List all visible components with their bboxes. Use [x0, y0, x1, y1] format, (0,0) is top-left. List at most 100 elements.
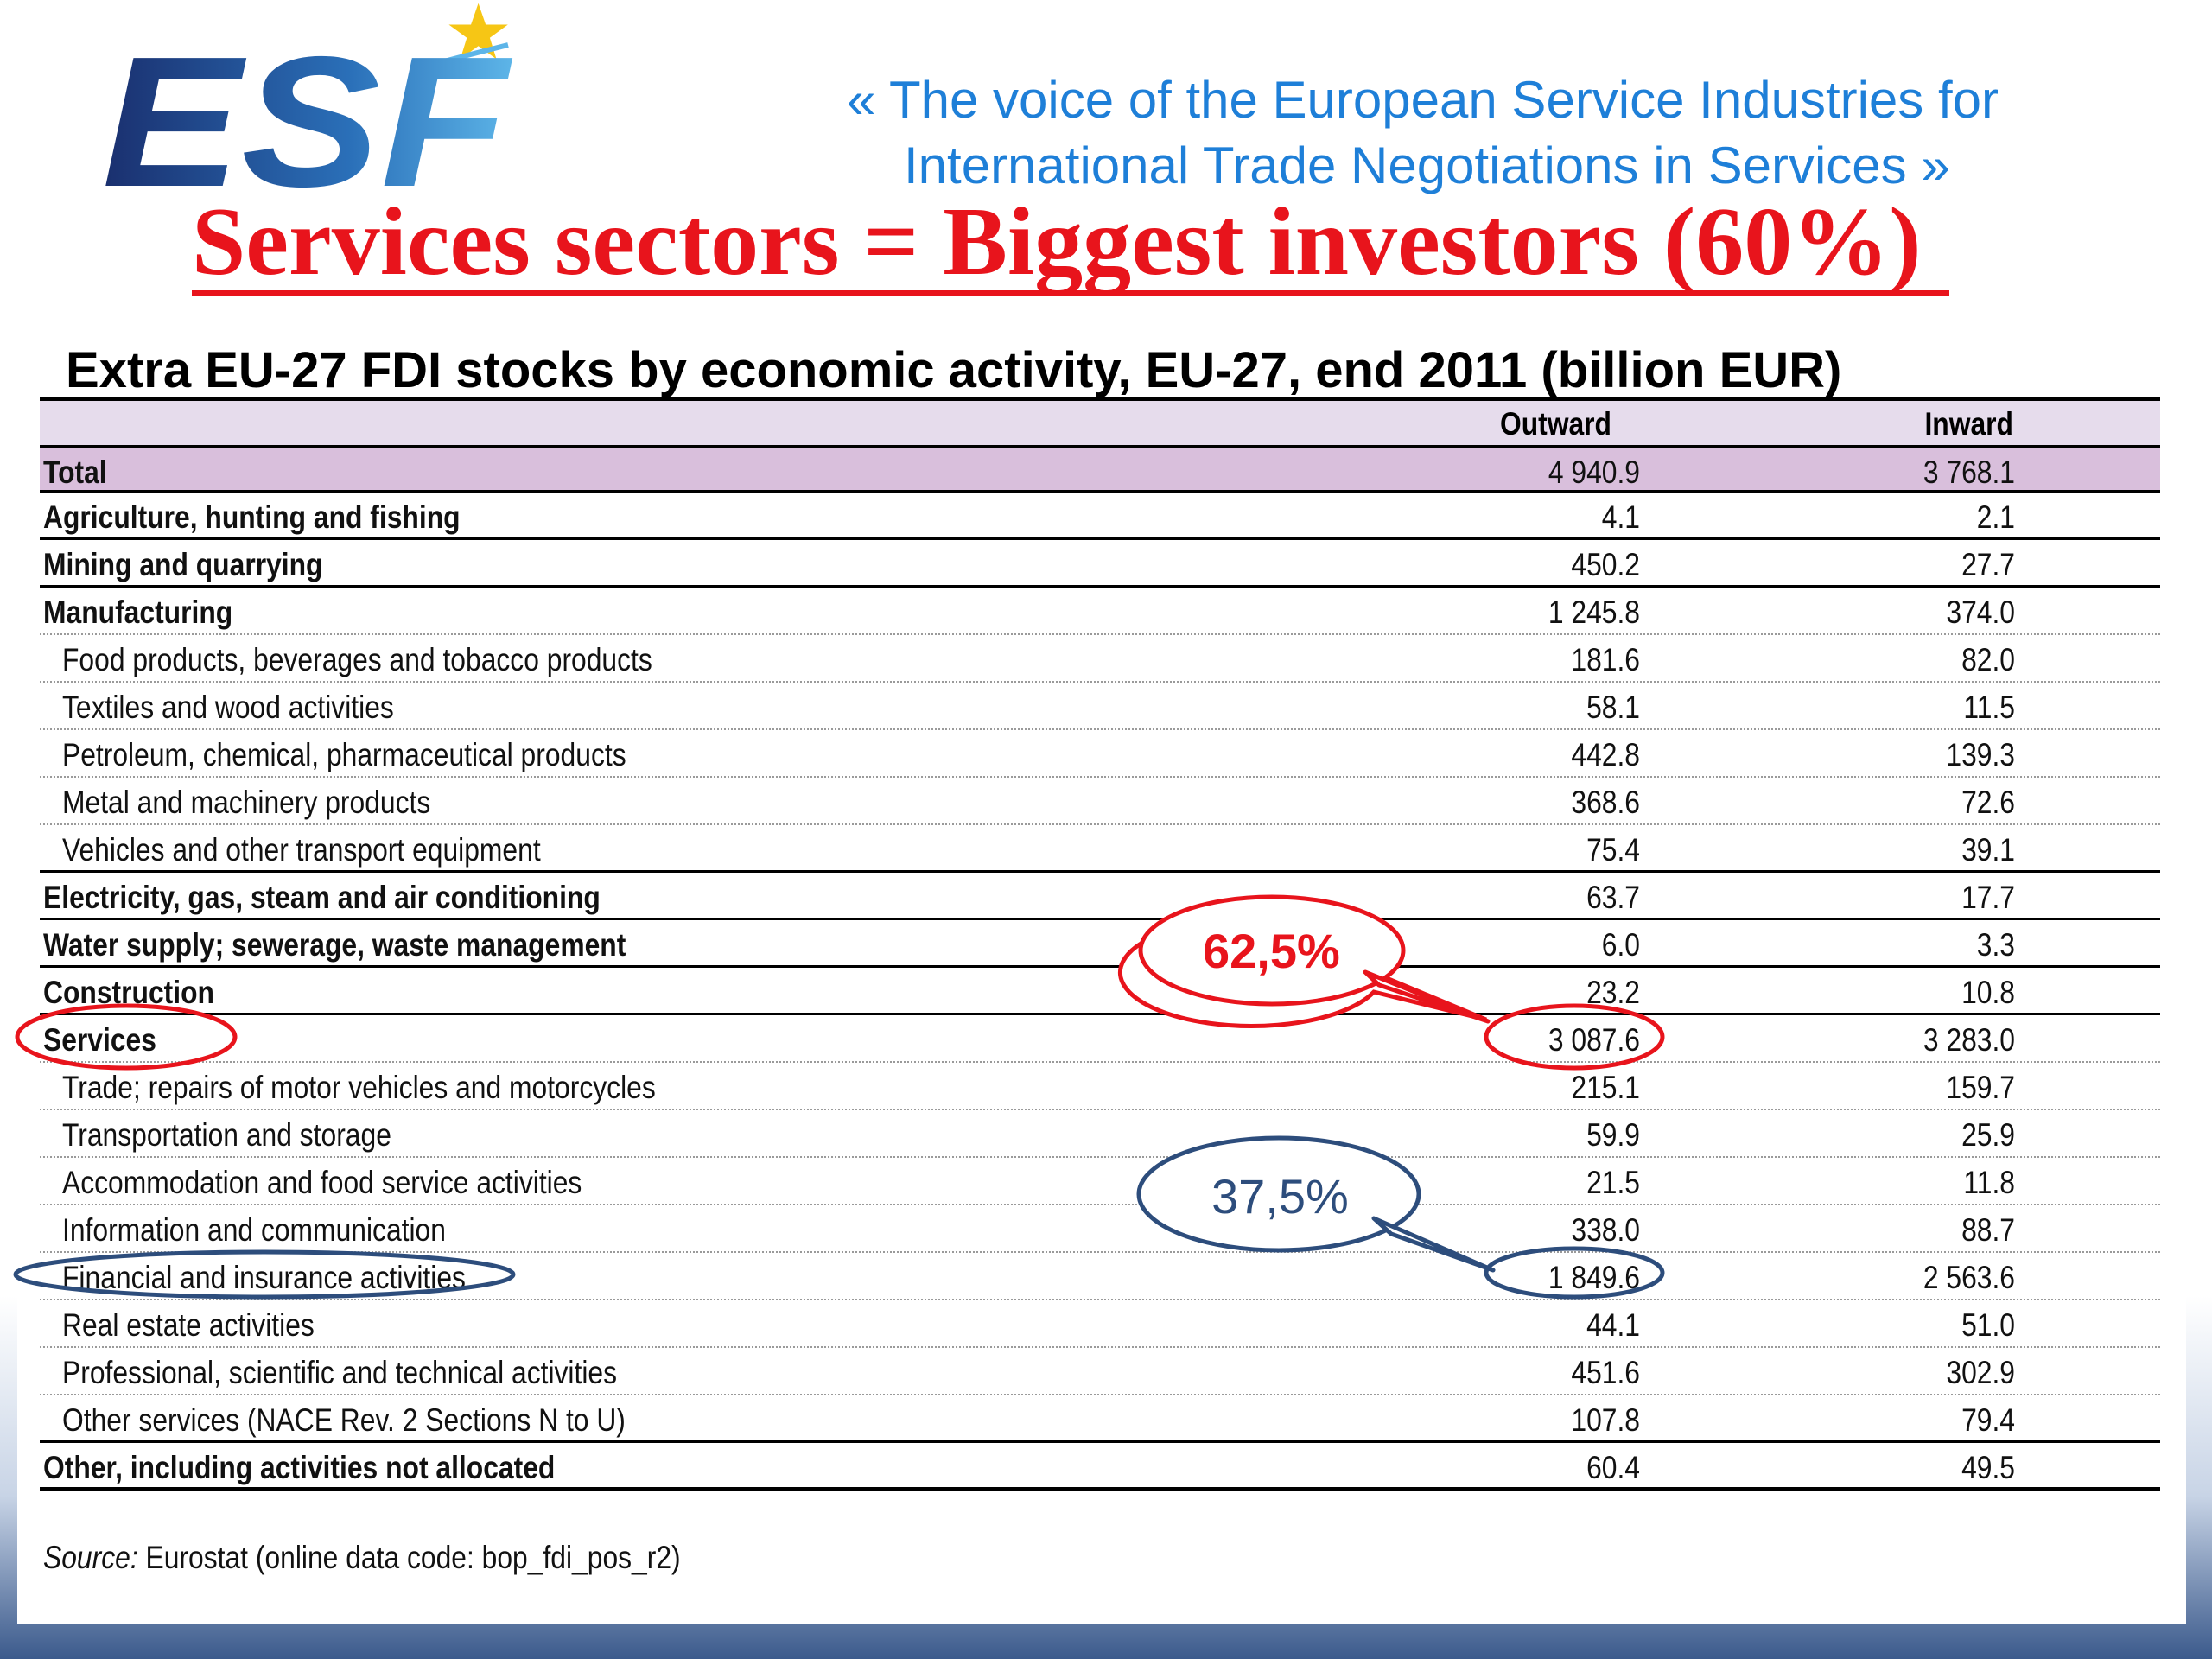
outward-value: 215.1 — [1571, 1070, 1640, 1105]
outward-value: 368.6 — [1571, 785, 1640, 820]
table-row: Information and communication 338.0 88.7 — [40, 1205, 2160, 1253]
outward-value: 3 087.6 — [1548, 1022, 1640, 1058]
table-row: Mining and quarrying 450.2 27.7 — [40, 540, 2160, 588]
table-row-services: Services 3 087.6 3 283.0 — [40, 1015, 2160, 1063]
outward-value: 107.8 — [1571, 1402, 1640, 1438]
table-row: Water supply; sewerage, waste management… — [40, 920, 2160, 968]
esf-logo: ESF — [102, 0, 551, 226]
inward-value: 39.1 — [1961, 832, 2015, 868]
inward-value: 302.9 — [1946, 1355, 2015, 1390]
inward-value: 17.7 — [1961, 880, 2015, 915]
column-header-outward: Outward — [1499, 406, 1611, 442]
column-header-inward: Inward — [1924, 406, 2013, 442]
table-row-total: Total 4 940.9 3 768.1 — [40, 445, 2160, 493]
row-label: Construction — [43, 975, 214, 1010]
fdi-table: Outward Inward Total 4 940.9 3 768.1 Agr… — [40, 397, 2160, 1491]
row-label: Electricity, gas, steam and air conditio… — [43, 880, 601, 915]
outward-value: 58.1 — [1586, 690, 1640, 725]
inward-value: 11.5 — [1963, 690, 2015, 725]
inward-value: 49.5 — [1961, 1450, 2015, 1485]
inward-value: 82.0 — [1961, 642, 2015, 677]
inward-value: 25.9 — [1961, 1117, 2015, 1153]
table-row: Food products, beverages and tobacco pro… — [40, 635, 2160, 683]
table-row: Agriculture, hunting and fishing 4.1 2.1 — [40, 493, 2160, 540]
source-label: Source: — [43, 1540, 138, 1575]
table-title: Extra EU-27 FDI stocks by economic activ… — [66, 342, 1842, 398]
inward-value: 11.8 — [1963, 1165, 2015, 1200]
outward-value: 23.2 — [1586, 975, 1640, 1010]
row-label: Agriculture, hunting and fishing — [43, 499, 461, 535]
table-row: Accommodation and food service activitie… — [40, 1158, 2160, 1205]
outward-value: 75.4 — [1586, 832, 1640, 868]
inward-value: 374.0 — [1946, 594, 2015, 630]
inward-value: 2 563.6 — [1923, 1260, 2015, 1295]
page-title: Services sectors = Biggest investors (60… — [192, 188, 1922, 296]
outward-value: 60.4 — [1586, 1450, 1640, 1485]
table-header: Outward Inward — [40, 397, 2160, 445]
row-label: Other services (NACE Rev. 2 Sections N t… — [62, 1402, 626, 1438]
row-label: Total — [43, 454, 107, 490]
table-row: Transportation and storage 59.9 25.9 — [40, 1110, 2160, 1158]
callout-services-share: 62,5% — [1203, 924, 1340, 978]
source-note: Source: Eurostat (online data code: bop_… — [43, 1540, 681, 1576]
inward-value: 2.1 — [1976, 499, 2015, 535]
outward-value: 450.2 — [1571, 547, 1640, 582]
table-row: Construction 23.2 10.8 — [40, 968, 2160, 1015]
row-label: Vehicles and other transport equipment — [62, 832, 541, 868]
table-row: Trade; repairs of motor vehicles and mot… — [40, 1063, 2160, 1110]
row-label: Food products, beverages and tobacco pro… — [62, 642, 652, 677]
outward-value: 21.5 — [1586, 1165, 1640, 1200]
outward-value: 4 940.9 — [1548, 454, 1640, 490]
inward-value: 139.3 — [1946, 737, 2015, 772]
table-row: Metal and machinery products 368.6 72.6 — [40, 778, 2160, 825]
inward-value: 79.4 — [1961, 1402, 2015, 1438]
outward-value: 338.0 — [1571, 1212, 1640, 1248]
table-row: Other services (NACE Rev. 2 Sections N t… — [40, 1395, 2160, 1443]
inward-value: 3.3 — [1976, 927, 2015, 963]
source-text: Eurostat (online data code: bop_fdi_pos_… — [137, 1540, 681, 1575]
row-label: Accommodation and food service activitie… — [62, 1165, 582, 1200]
outward-value: 442.8 — [1571, 737, 1640, 772]
row-label: Petroleum, chemical, pharmaceutical prod… — [62, 737, 626, 772]
inward-value: 88.7 — [1961, 1212, 2015, 1248]
table-row: Other, including activities not allocate… — [40, 1443, 2160, 1491]
inward-value: 3 283.0 — [1923, 1022, 2015, 1058]
row-label: Transportation and storage — [62, 1117, 391, 1153]
outward-value: 451.6 — [1571, 1355, 1640, 1390]
row-label: Financial and insurance activities — [62, 1260, 466, 1295]
table-row: Professional, scientific and technical a… — [40, 1348, 2160, 1395]
row-label: Services — [43, 1022, 156, 1058]
table-row: Electricity, gas, steam and air conditio… — [40, 873, 2160, 920]
outward-value: 63.7 — [1586, 880, 1640, 915]
inward-value: 51.0 — [1961, 1307, 2015, 1343]
inward-value: 27.7 — [1961, 547, 2015, 582]
table-row: Vehicles and other transport equipment 7… — [40, 825, 2160, 873]
table-row: Petroleum, chemical, pharmaceutical prod… — [40, 730, 2160, 778]
tagline: « The voice of the European Service Indu… — [847, 67, 2126, 199]
inward-value: 159.7 — [1946, 1070, 2015, 1105]
row-label: Metal and machinery products — [62, 785, 431, 820]
outward-value: 1 849.6 — [1548, 1260, 1640, 1295]
inward-value: 10.8 — [1961, 975, 2015, 1010]
table-row: Manufacturing 1 245.8 374.0 — [40, 588, 2160, 635]
row-label: Real estate activities — [62, 1307, 315, 1343]
outward-value: 6.0 — [1601, 927, 1640, 963]
row-label: Trade; repairs of motor vehicles and mot… — [62, 1070, 656, 1105]
row-label: Manufacturing — [43, 594, 233, 630]
callout-financial-share: 37,5% — [1211, 1169, 1349, 1224]
tagline-line-2: International Trade Negotiations in Serv… — [904, 137, 1950, 194]
star-icon — [448, 3, 508, 60]
outward-value: 59.9 — [1586, 1117, 1640, 1153]
slide-content — [17, 0, 2186, 1624]
row-label: Mining and quarrying — [43, 547, 323, 582]
outward-value: 44.1 — [1586, 1307, 1640, 1343]
svg-text:ESF: ESF — [102, 17, 512, 199]
row-label: Information and communication — [62, 1212, 446, 1248]
outward-value: 1 245.8 — [1548, 594, 1640, 630]
title-underline — [192, 290, 1949, 296]
row-label: Other, including activities not allocate… — [43, 1450, 556, 1485]
row-label: Textiles and wood activities — [62, 690, 394, 725]
row-label: Professional, scientific and technical a… — [62, 1355, 618, 1390]
inward-value: 72.6 — [1961, 785, 2015, 820]
row-label: Water supply; sewerage, waste management — [43, 927, 626, 963]
